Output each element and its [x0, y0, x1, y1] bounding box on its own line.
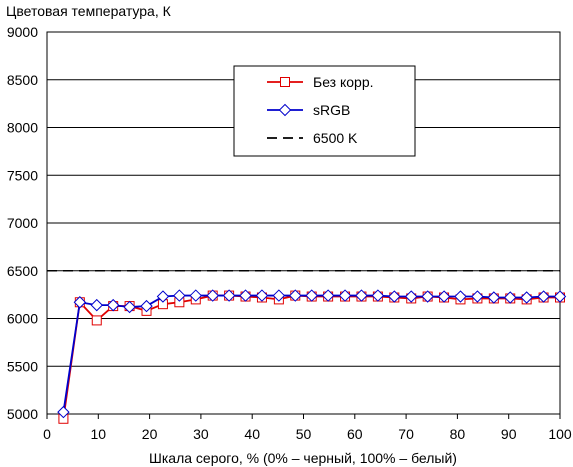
y-tick-label: 5000: [7, 406, 38, 422]
series-square: [58, 290, 565, 424]
data-point-diamond: [405, 290, 418, 303]
data-point-diamond: [73, 296, 87, 309]
data-point-diamond: [520, 291, 533, 304]
data-point-diamond: [421, 290, 434, 303]
x-tick-label: 40: [244, 426, 260, 442]
y-tick-label: 7000: [7, 215, 38, 231]
series-diamond: [57, 289, 567, 419]
data-point-diamond: [123, 300, 136, 314]
legend-item: Без корр.: [267, 74, 374, 90]
x-tick-label: 30: [193, 426, 209, 442]
data-point-diamond: [140, 299, 153, 313]
data-point-diamond: [437, 290, 451, 303]
data-point-diamond: [206, 289, 219, 302]
legend-label: sRGB: [313, 102, 350, 118]
data-point-diamond: [388, 290, 401, 303]
data-point-diamond: [272, 289, 286, 302]
data-point-diamond: [189, 289, 202, 302]
series-line: [62, 294, 560, 419]
x-tick-label: 80: [450, 426, 466, 442]
x-tick-label: 100: [548, 426, 572, 442]
legend-item: 6500 K: [267, 130, 358, 146]
y-tick-label: 6000: [7, 311, 38, 327]
data-point-diamond: [504, 291, 517, 304]
data-point-diamond: [454, 290, 467, 303]
legend-label: Без корр.: [313, 74, 374, 90]
data-point-diamond: [355, 289, 368, 302]
data-point-diamond: [338, 289, 352, 302]
y-tick-label: 6500: [7, 263, 38, 279]
legend-item: sRGB: [267, 102, 350, 118]
legend: Без корр. sRGB 6500 K: [233, 65, 416, 157]
series-line: [62, 294, 560, 413]
x-tick-label: 20: [142, 426, 158, 442]
data-point-diamond: [289, 289, 302, 302]
x-axis-label: Шкала серого, % (0% – черный, 100% – бел…: [149, 450, 457, 466]
legend-marker: [278, 103, 292, 117]
data-point-diamond: [239, 289, 252, 302]
data-point-diamond: [106, 298, 120, 312]
series-layer: [47, 269, 567, 424]
data-point-diamond: [90, 298, 103, 312]
chart-title: Цветовая температура, К: [6, 3, 172, 19]
y-tick-label: 5500: [7, 358, 38, 374]
x-tick-label: 90: [501, 426, 517, 442]
y-tick-label: 9000: [7, 24, 38, 40]
x-tick-label: 10: [91, 426, 107, 442]
y-axis-tick-labels: 5000 5500 6000 6500 7000 7500 8000 8500 9000: [7, 24, 38, 422]
data-point-diamond: [156, 290, 170, 303]
data-point-diamond: [57, 405, 70, 419]
data-point-diamond: [321, 289, 335, 302]
data-point-diamond: [255, 289, 269, 302]
x-axis-tick-labels: 0 10 20 30 40 50 60 70 80 90 100: [43, 414, 572, 442]
data-point-square: [91, 315, 102, 326]
legend-box: [233, 65, 416, 157]
data-point-diamond: [173, 289, 186, 302]
data-point-diamond: [305, 289, 318, 302]
x-tick-label: 70: [398, 426, 414, 442]
data-point-diamond: [537, 290, 550, 303]
x-tick-label: 0: [43, 426, 51, 442]
x-tick-label: 50: [296, 426, 312, 442]
x-tick-label: 60: [347, 426, 363, 442]
data-point-diamond: [553, 290, 567, 303]
data-point-diamond: [222, 289, 236, 302]
y-tick-label: 8500: [7, 72, 38, 88]
legend-marker: [280, 77, 290, 87]
legend-label: 6500 K: [313, 130, 358, 146]
y-tick-label: 8000: [7, 120, 38, 136]
y-tick-label: 7500: [7, 167, 38, 183]
data-point-diamond: [487, 291, 501, 304]
data-point-diamond: [471, 290, 484, 303]
data-point-diamond: [371, 289, 385, 302]
